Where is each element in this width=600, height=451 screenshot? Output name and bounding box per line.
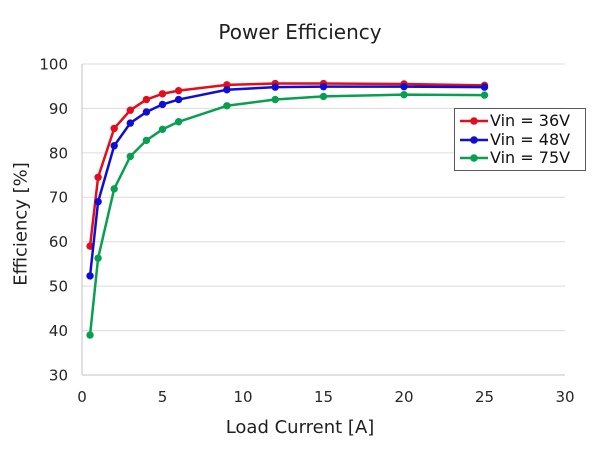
marker-vin-75v xyxy=(86,331,94,339)
marker-vin-48v xyxy=(126,119,134,127)
y-tick-label: 80 xyxy=(49,144,68,162)
marker-vin-48v xyxy=(158,100,167,109)
x-axis-title: Load Current [A] xyxy=(225,417,375,438)
line-vin-36v xyxy=(88,82,486,248)
legend: Vin = 36V Vin = 48V Vin = 75V xyxy=(454,108,586,171)
y-tick-label: 90 xyxy=(49,100,68,118)
legend-label: Vin = 48V xyxy=(490,129,571,149)
y-tick-label: 70 xyxy=(49,189,68,207)
x-tick-label: 15 xyxy=(314,388,333,406)
legend-label: Vin = 75V xyxy=(490,147,571,167)
legend-label: Vin = 36V xyxy=(490,111,571,131)
x-tick-label: 30 xyxy=(555,388,574,406)
marker-vin-48v xyxy=(271,83,279,91)
marker-vin-36v xyxy=(110,124,118,133)
marker-vin-48v xyxy=(319,82,328,91)
marker-vin-48v xyxy=(94,198,102,206)
marker-vin-36v xyxy=(142,95,151,104)
x-tick-label: 5 xyxy=(158,388,168,406)
legend-item-vin-48v: Vin = 48V xyxy=(458,129,582,149)
marker-vin-75v xyxy=(400,90,408,99)
marker-vin-75v xyxy=(126,152,134,161)
y-tick-label: 30 xyxy=(49,366,68,384)
marker-vin-48v xyxy=(223,86,231,94)
x-tick-label: 20 xyxy=(394,388,413,406)
x-tick-label: 0 xyxy=(77,388,87,406)
marker-vin-75v xyxy=(223,102,231,110)
line-vin-75v xyxy=(88,93,486,337)
chart-title: Power Efficiency xyxy=(218,20,382,44)
y-tick-label: 50 xyxy=(49,278,68,296)
legend-line-marker-icon xyxy=(460,153,488,162)
legend-item-vin-75v: Vin = 75V xyxy=(458,147,582,167)
marker-vin-75v xyxy=(319,92,328,101)
marker-vin-48v xyxy=(142,108,151,116)
marker-vin-36v xyxy=(174,86,183,95)
marker-vin-36v xyxy=(126,106,134,114)
marker-vin-48v xyxy=(174,95,183,104)
y-tick-label: 100 xyxy=(39,55,68,73)
x-tick-label: 10 xyxy=(233,388,252,406)
x-tick-label: 25 xyxy=(475,388,494,406)
marker-vin-48v xyxy=(480,83,489,91)
marker-vin-75v xyxy=(94,254,102,262)
legend-line-marker-icon xyxy=(460,135,488,144)
y-tick-label: 40 xyxy=(49,322,68,340)
marker-vin-48v xyxy=(86,272,94,280)
marker-vin-36v xyxy=(158,90,167,98)
y-axis-title: Efficiency [%] xyxy=(10,162,32,286)
marker-vin-75v xyxy=(480,91,489,99)
marker-vin-75v xyxy=(174,118,183,126)
marker-vin-36v xyxy=(94,173,102,181)
legend-line-marker-icon xyxy=(460,117,488,126)
line-vin-48v xyxy=(88,85,486,278)
legend-item-vin-36v: Vin = 36V xyxy=(458,113,582,129)
marker-vin-75v xyxy=(142,136,151,145)
marker-vin-75v xyxy=(271,95,279,104)
marker-vin-75v xyxy=(158,125,167,134)
marker-vin-48v xyxy=(400,82,408,91)
marker-vin-75v xyxy=(110,185,118,193)
marker-vin-48v xyxy=(110,142,118,150)
y-tick-label: 60 xyxy=(49,233,68,251)
